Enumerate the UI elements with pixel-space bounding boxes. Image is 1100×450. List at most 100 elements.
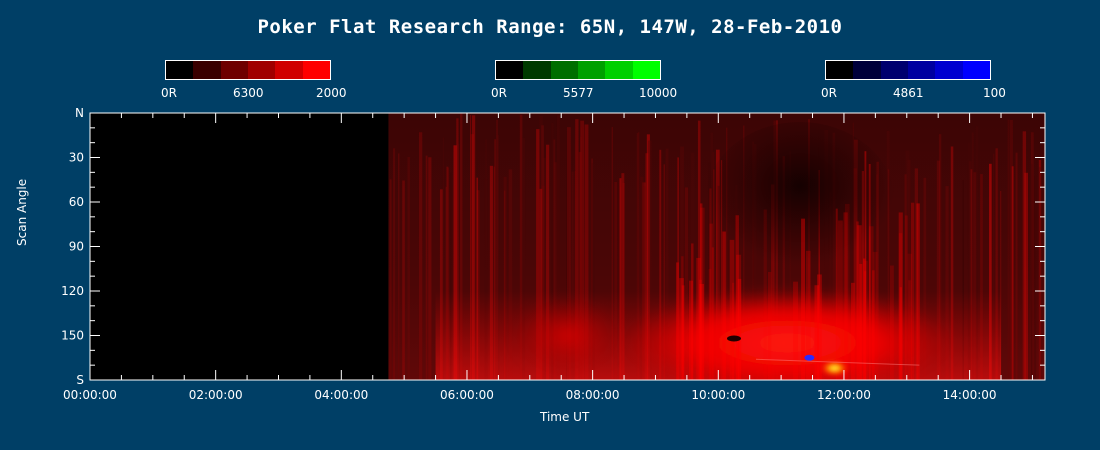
- aurora-streak: [450, 172, 452, 380]
- aurora-streak: [574, 170, 576, 380]
- colorbar-6300-seg-2: [220, 61, 248, 79]
- aurora-streak: [713, 169, 715, 380]
- aurora-streak: [460, 113, 463, 380]
- aurora-streak: [476, 177, 478, 380]
- aurora-streak: [566, 131, 570, 380]
- aurora-streak: [551, 122, 554, 380]
- aurora-streak: [1034, 175, 1037, 380]
- y-axis-title: Scan Angle: [15, 178, 29, 246]
- x-tick-label: 08:00:00: [566, 388, 620, 402]
- y-tick-label: S: [76, 373, 84, 387]
- colorbar-4861-seg-0: [826, 61, 854, 79]
- aurora-active-streak: [871, 270, 875, 380]
- aurora-active-streak: [709, 223, 713, 380]
- aurora-active-streak: [898, 233, 903, 380]
- x-tick-label: 10:00:00: [691, 388, 745, 402]
- aurora-streak: [393, 148, 396, 380]
- aurora-streak: [470, 114, 472, 380]
- aurora-streak: [1022, 131, 1027, 380]
- colorbar-5577-seg-4: [605, 61, 633, 79]
- aurora-bright-secondary: [512, 295, 623, 376]
- aurora-active-streak: [711, 247, 714, 380]
- aurora-streak: [945, 186, 949, 380]
- colorbar-5577-seg-1: [523, 61, 551, 79]
- aurora-streak: [539, 188, 543, 380]
- aurora-active-streak: [805, 250, 811, 380]
- aurora-streak: [973, 172, 977, 380]
- aurora-active-streak: [767, 271, 772, 380]
- aurora-active-streak: [910, 202, 915, 380]
- aurora-active-streak: [907, 253, 913, 380]
- aurora-active-streak: [699, 283, 704, 380]
- aurora-active-streak: [731, 282, 735, 380]
- colorbar-5577-seg-2: [550, 61, 578, 79]
- colorbar-5577-seg-5: [632, 61, 660, 79]
- colorbar-4861-seg-4: [935, 61, 963, 79]
- aurora-streak: [484, 179, 488, 380]
- colorbar-6300-seg-4: [275, 61, 303, 79]
- y-tick-label: 120: [61, 284, 84, 298]
- aurora-streak: [907, 159, 911, 380]
- aurora-active-streak: [843, 212, 848, 380]
- aurora-streak: [621, 173, 625, 380]
- aurora-streak: [967, 142, 971, 380]
- aurora-active-streak: [736, 254, 742, 380]
- colorbar-5577-seg-0: [496, 61, 524, 79]
- aurora-streak: [439, 189, 443, 380]
- aurora-streak: [519, 114, 523, 380]
- aurora-bright-main: [617, 287, 958, 380]
- colorbar-5577-min-label: 0R: [491, 86, 507, 100]
- aurora-streak: [497, 135, 500, 380]
- aurora-streak: [622, 182, 625, 380]
- aurora-streak: [541, 185, 545, 380]
- aurora-active-streak: [679, 278, 684, 380]
- aurora-streak: [645, 153, 649, 380]
- aurora-streak: [638, 132, 640, 380]
- aurora-streak: [457, 144, 460, 380]
- aurora-active-streak: [801, 218, 806, 380]
- aurora-streak: [1031, 163, 1033, 380]
- aurora-active-streak: [899, 287, 902, 380]
- aurora-active-streak: [844, 203, 850, 380]
- y-tick-label: 90: [69, 240, 84, 254]
- aurora-streak: [992, 153, 995, 380]
- colorbar-4861-min-label: 0R: [821, 86, 837, 100]
- aurora-streak: [453, 145, 457, 380]
- y-tick-label: 150: [61, 329, 84, 343]
- aurora-streak: [938, 134, 942, 380]
- aurora-active-streak: [817, 274, 822, 380]
- aurora-active-streak: [872, 251, 878, 380]
- axis-ticks: 00:00:00 02:00:00 04:00:00 06:00:00 08:00:00…: [61, 106, 1045, 402]
- aurora-streak: [680, 146, 684, 380]
- aurora-streak: [578, 152, 582, 380]
- aurora-active-streak: [863, 271, 867, 380]
- aurora-active-streak: [837, 220, 843, 380]
- aurora-streak: [989, 163, 992, 380]
- aurora-active-streak: [859, 263, 863, 380]
- colorbar-5577: [495, 60, 661, 80]
- aurora-active-streak: [691, 243, 694, 380]
- aurora-streak: [503, 176, 507, 380]
- aurora-streak: [1011, 166, 1014, 380]
- aurora-streak: [556, 115, 560, 380]
- x-tick-label: 00:00:00: [63, 388, 117, 402]
- aurora-streak: [580, 120, 585, 380]
- colorbar-4861-seg-1: [853, 61, 881, 79]
- x-tick-label: 12:00:00: [817, 388, 871, 402]
- aurora-dark-region: [704, 122, 895, 282]
- x-tick-label: 14:00:00: [943, 388, 997, 402]
- aurora-streak: [646, 134, 650, 380]
- aurora-streak: [619, 178, 622, 380]
- aurora-streak: [995, 148, 998, 380]
- aurora-streak: [715, 149, 720, 380]
- aurora-streak: [663, 164, 665, 380]
- aurora-streak: [553, 162, 557, 380]
- aurora-streak: [962, 180, 964, 380]
- aurora-streak: [904, 174, 907, 380]
- aurora-streak: [489, 165, 493, 380]
- aurora-active-streak: [904, 215, 908, 380]
- green-line-hotspot: [820, 360, 849, 377]
- aurora-active-streak: [868, 226, 874, 380]
- aurora-active-streak: [681, 285, 685, 380]
